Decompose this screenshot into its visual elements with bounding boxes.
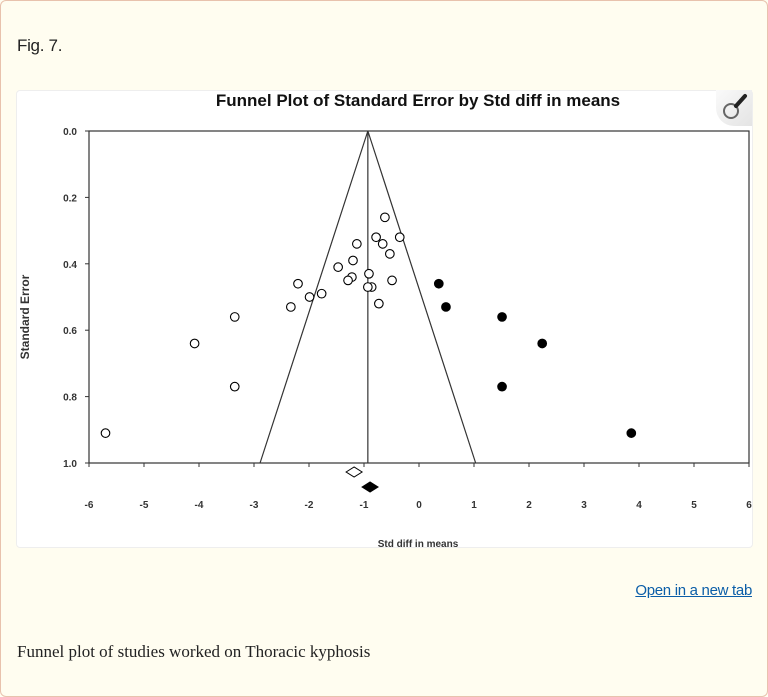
study-point bbox=[316, 288, 327, 299]
observed-summary-diamond bbox=[345, 466, 364, 478]
x-tick-label: 5 bbox=[691, 500, 697, 511]
study-point bbox=[189, 338, 200, 349]
imputed-study-point bbox=[537, 338, 548, 349]
imputed-study-point bbox=[433, 278, 444, 289]
x-axis-label: Std diff in means bbox=[378, 539, 459, 547]
study-point bbox=[374, 298, 384, 309]
zoom-button[interactable] bbox=[716, 90, 752, 126]
study-point bbox=[343, 275, 353, 286]
study-point bbox=[377, 239, 388, 249]
imputed-study-point bbox=[497, 312, 507, 322]
plot-area bbox=[88, 130, 750, 464]
study-point bbox=[100, 428, 111, 438]
study-point bbox=[293, 278, 303, 289]
study-point bbox=[371, 232, 381, 243]
x-tick-label: -6 bbox=[85, 500, 94, 511]
study-point bbox=[286, 302, 296, 312]
adjusted-summary-diamond bbox=[361, 481, 379, 493]
study-point bbox=[363, 282, 373, 292]
x-tick-label: -3 bbox=[250, 500, 259, 511]
x-tick-label: -5 bbox=[140, 500, 149, 511]
x-tick-label: -4 bbox=[195, 500, 204, 511]
study-point bbox=[229, 381, 240, 392]
study-point bbox=[364, 268, 374, 279]
chart-title: Funnel Plot of Standard Error by Std dif… bbox=[216, 91, 620, 110]
y-tick-label: 0.0 bbox=[63, 127, 77, 138]
y-tick-label: 0.2 bbox=[63, 193, 77, 204]
funnel-plot-chart: Funnel Plot of Standard Error by Std dif… bbox=[16, 90, 753, 548]
x-tick-label: 4 bbox=[636, 500, 642, 511]
x-tick-label: -2 bbox=[305, 500, 314, 511]
y-tick-label: 0.6 bbox=[63, 326, 77, 337]
study-point bbox=[304, 292, 315, 302]
study-point bbox=[385, 248, 395, 259]
study-point bbox=[348, 255, 358, 266]
figure-caption: Funnel plot of studies worked on Thoraci… bbox=[17, 642, 371, 661]
study-point bbox=[380, 212, 390, 223]
y-tick-label: 1.0 bbox=[63, 459, 77, 470]
magnifier-icon bbox=[723, 94, 747, 119]
imputed-study-point bbox=[497, 381, 507, 392]
figure-label: Fig. 7. bbox=[17, 36, 63, 55]
imputed-study-point bbox=[626, 428, 637, 438]
study-point bbox=[352, 239, 362, 249]
study-point bbox=[394, 232, 405, 243]
study-point bbox=[387, 275, 397, 286]
y-axis-label: Standard Error bbox=[18, 274, 32, 359]
open-in-new-tab-link[interactable]: Open in a new tab bbox=[635, 582, 752, 599]
x-tick-label: 6 bbox=[746, 500, 752, 511]
x-tick-label: 0 bbox=[416, 500, 422, 511]
study-point bbox=[333, 262, 344, 272]
y-tick-label: 0.8 bbox=[63, 393, 77, 404]
x-tick-label: 3 bbox=[581, 500, 587, 511]
y-tick-label: 0.4 bbox=[63, 260, 77, 271]
study-point bbox=[229, 312, 240, 322]
x-tick-label: 1 bbox=[471, 500, 477, 511]
funnel-right-line bbox=[367, 130, 477, 464]
chart-canvas: Funnel Plot of Standard Error by Std dif… bbox=[18, 91, 752, 547]
imputed-study-point bbox=[441, 302, 451, 312]
x-tick-label: -1 bbox=[360, 500, 369, 511]
x-tick-label: 2 bbox=[526, 500, 532, 511]
